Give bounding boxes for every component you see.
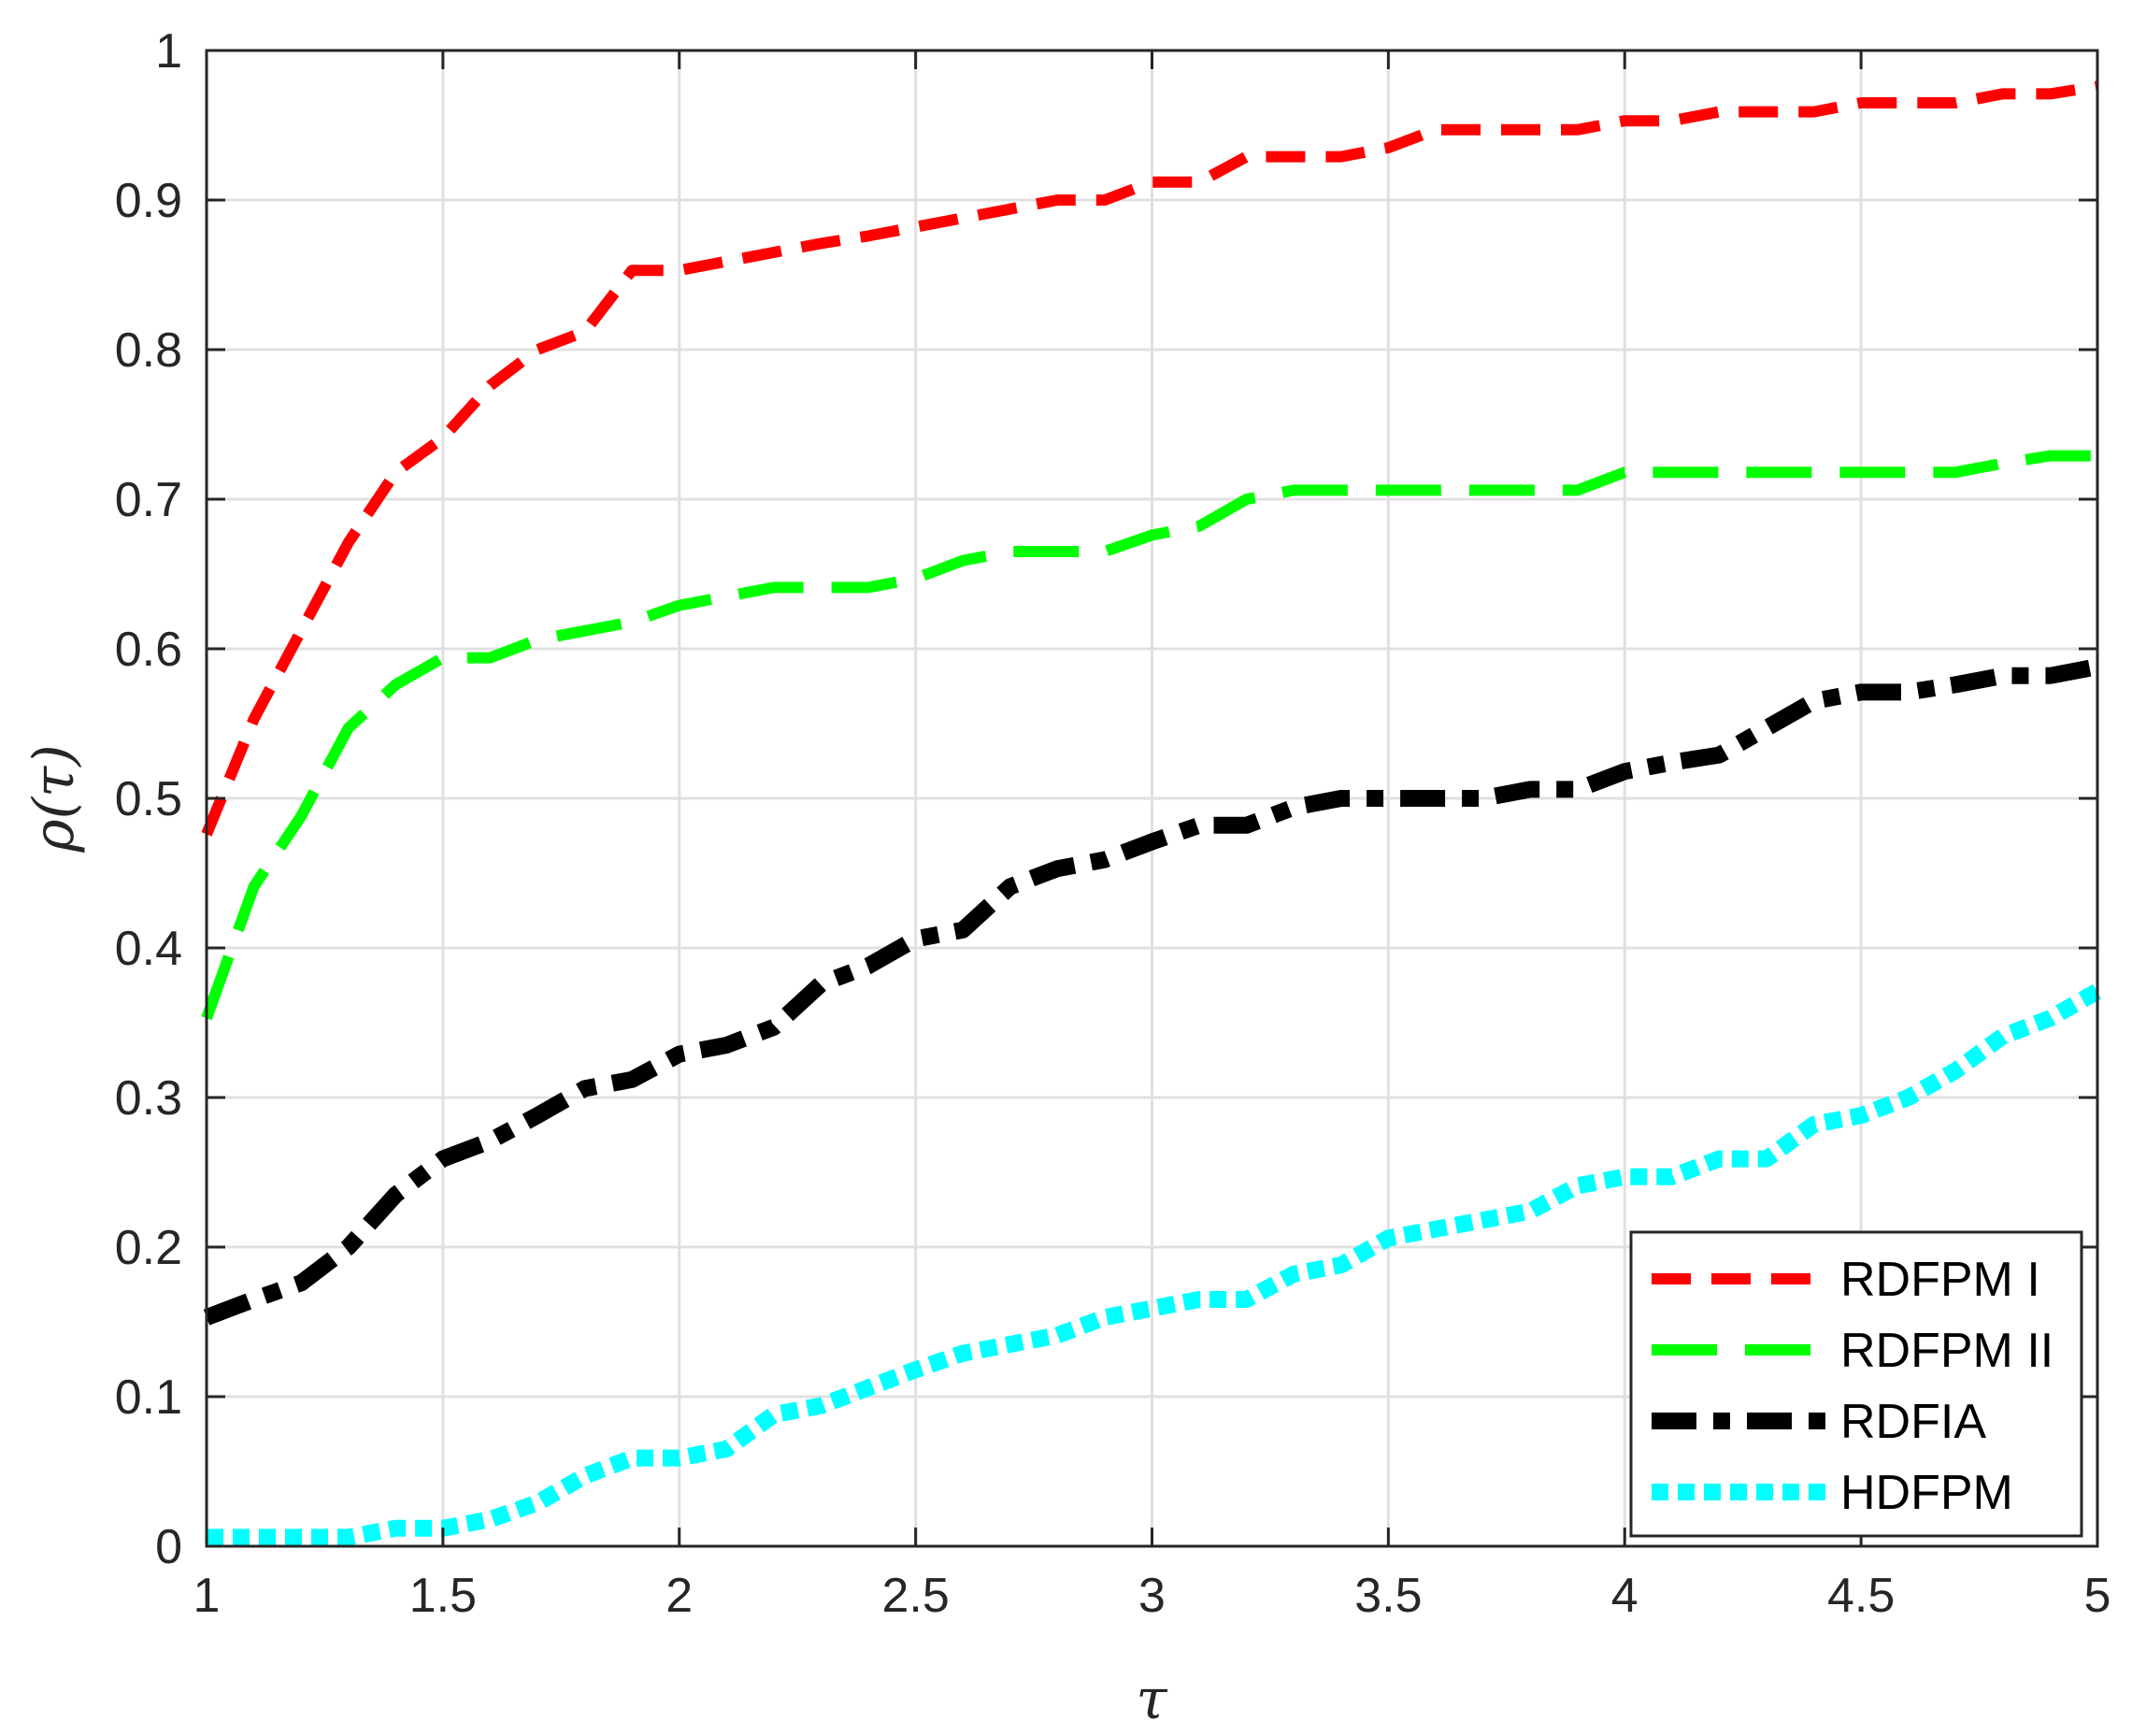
legend-label: RDFPM II bbox=[1840, 1324, 2053, 1378]
y-tick-label: 0.6 bbox=[115, 623, 182, 677]
y-tick-label: 0.4 bbox=[115, 922, 182, 976]
x-tick-label: 1 bbox=[193, 1569, 221, 1623]
axes bbox=[205, 49, 2099, 1548]
x-tick-label: 4 bbox=[1611, 1569, 1638, 1623]
x-axis-label: τ bbox=[1136, 1667, 1167, 1732]
y-tick-label: 1 bbox=[155, 24, 182, 79]
legend-label: RDFIA bbox=[1840, 1395, 1986, 1449]
y-tick-label: 0.8 bbox=[115, 323, 182, 378]
legend-label: RDFPM I bbox=[1840, 1253, 2040, 1307]
y-tick-label: 0.2 bbox=[115, 1221, 182, 1275]
y-tick-label: 0 bbox=[155, 1520, 182, 1574]
plot-frame bbox=[205, 49, 2099, 1548]
y-tick-label: 0.3 bbox=[115, 1071, 182, 1126]
y-tick-label: 0.1 bbox=[115, 1370, 182, 1425]
legend: RDFPM I RDFPM II RDFIA HDFPM bbox=[1629, 1230, 2083, 1538]
tick-labels: 1 1.5 2 2.5 3 3.5 4 4.5 5 0 0.1 0.2 0.3 0.4 0.5 0.6 0.7 0… bbox=[115, 24, 2111, 1623]
y-tick-label: 0.7 bbox=[115, 473, 182, 527]
y-tick-label: 0.5 bbox=[115, 772, 182, 826]
y-axis-label: ρ(τ) bbox=[21, 744, 87, 853]
series-line-hdfpm bbox=[207, 983, 2102, 1546]
legend-label: HDFPM bbox=[1840, 1466, 2013, 1520]
y-tick-label: 0.9 bbox=[115, 174, 182, 228]
x-tick-label: 3 bbox=[1138, 1569, 1166, 1623]
x-tick-label: 4.5 bbox=[1827, 1569, 1895, 1623]
x-tick-label: 2.5 bbox=[881, 1569, 949, 1623]
x-tick-label: 2 bbox=[665, 1569, 693, 1623]
series-line-rdfia bbox=[203, 658, 2099, 1326]
x-tick-label: 5 bbox=[2084, 1569, 2111, 1623]
series-layer bbox=[201, 80, 2102, 1546]
x-tick-label: 1.5 bbox=[409, 1569, 477, 1623]
series-line-rdfpm-ii bbox=[201, 450, 2097, 1021]
x-tick-label: 3.5 bbox=[1354, 1569, 1422, 1623]
